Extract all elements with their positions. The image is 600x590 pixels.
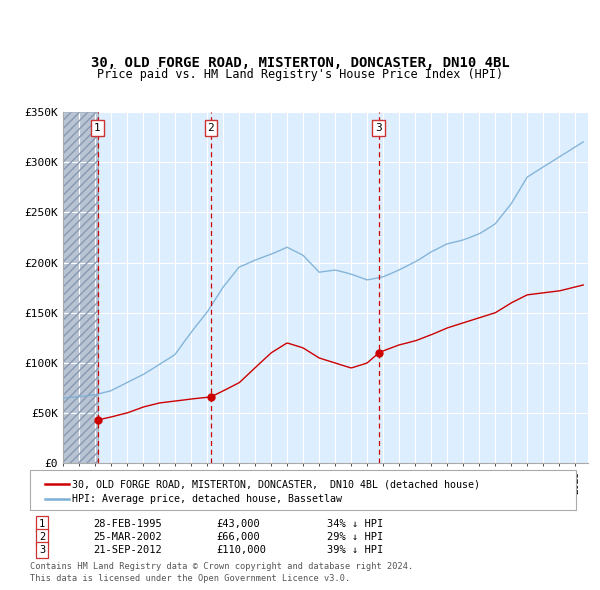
- Text: 30, OLD FORGE ROAD, MISTERTON, DONCASTER,  DN10 4BL (detached house): 30, OLD FORGE ROAD, MISTERTON, DONCASTER…: [72, 480, 480, 489]
- Bar: [63, 112, 98, 463]
- Text: 2: 2: [208, 123, 214, 133]
- Text: 21-SEP-2012: 21-SEP-2012: [93, 545, 162, 555]
- Text: 39% ↓ HPI: 39% ↓ HPI: [327, 545, 383, 555]
- Text: £110,000: £110,000: [216, 545, 266, 555]
- Text: Contains HM Land Registry data © Crown copyright and database right 2024.: Contains HM Land Registry data © Crown c…: [30, 562, 413, 571]
- Text: 34% ↓ HPI: 34% ↓ HPI: [327, 519, 383, 529]
- Text: This data is licensed under the Open Government Licence v3.0.: This data is licensed under the Open Gov…: [30, 574, 350, 583]
- Text: 29% ↓ HPI: 29% ↓ HPI: [327, 532, 383, 542]
- Text: 28-FEB-1995: 28-FEB-1995: [93, 519, 162, 529]
- Bar: [63, 112, 98, 463]
- Text: 2: 2: [39, 532, 45, 542]
- Text: 1: 1: [94, 123, 101, 133]
- Text: £43,000: £43,000: [216, 519, 260, 529]
- Text: 3: 3: [375, 123, 382, 133]
- Text: 30, OLD FORGE ROAD, MISTERTON, DONCASTER, DN10 4BL: 30, OLD FORGE ROAD, MISTERTON, DONCASTER…: [91, 55, 509, 70]
- Text: 25-MAR-2002: 25-MAR-2002: [93, 532, 162, 542]
- Text: Price paid vs. HM Land Registry's House Price Index (HPI): Price paid vs. HM Land Registry's House …: [97, 68, 503, 81]
- Text: 1: 1: [39, 519, 45, 529]
- Text: 3: 3: [39, 545, 45, 555]
- Text: HPI: Average price, detached house, Bassetlaw: HPI: Average price, detached house, Bass…: [72, 494, 342, 503]
- Text: £66,000: £66,000: [216, 532, 260, 542]
